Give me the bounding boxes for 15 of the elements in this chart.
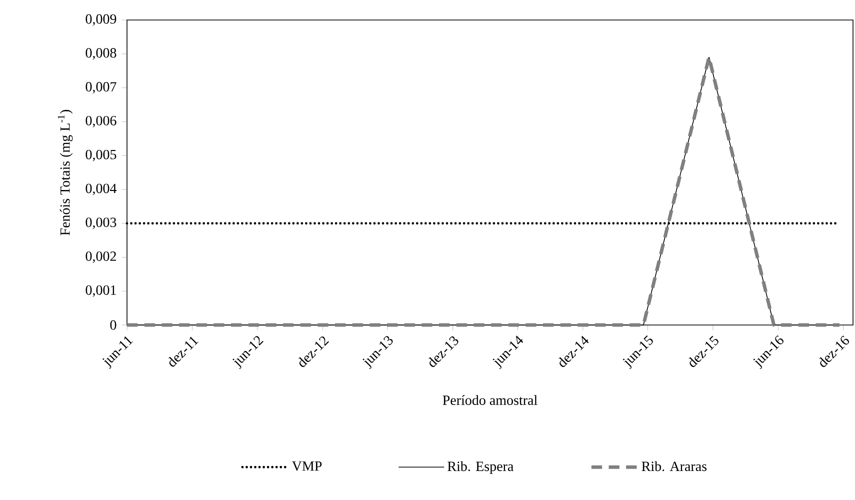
legend-label: Rib. Araras — [642, 461, 707, 472]
y-tick-label: 0,008 — [86, 48, 116, 60]
y-axis-title: Fenóis Totais (mg L$^{-1}$) — [58, 110, 73, 236]
y-tick-label: 0 — [110, 320, 116, 330]
legend-label: VMP — [292, 462, 322, 471]
y-tick-label: 0,009 — [86, 14, 116, 26]
y-tick-label: 0,001 — [86, 285, 116, 297]
legend-label: Rib. Espera — [448, 461, 514, 474]
y-tick-label: 0,006 — [86, 116, 116, 128]
y-tick-label: 0,005 — [86, 150, 116, 162]
y-tick-label: 0,007 — [86, 82, 116, 94]
y-tick-label: 0,004 — [86, 184, 117, 196]
x-axis-title: Período amostral — [442, 395, 538, 405]
y-tick-label: 0,002 — [86, 251, 116, 263]
y-tick-label: 0,003 — [86, 218, 116, 230]
